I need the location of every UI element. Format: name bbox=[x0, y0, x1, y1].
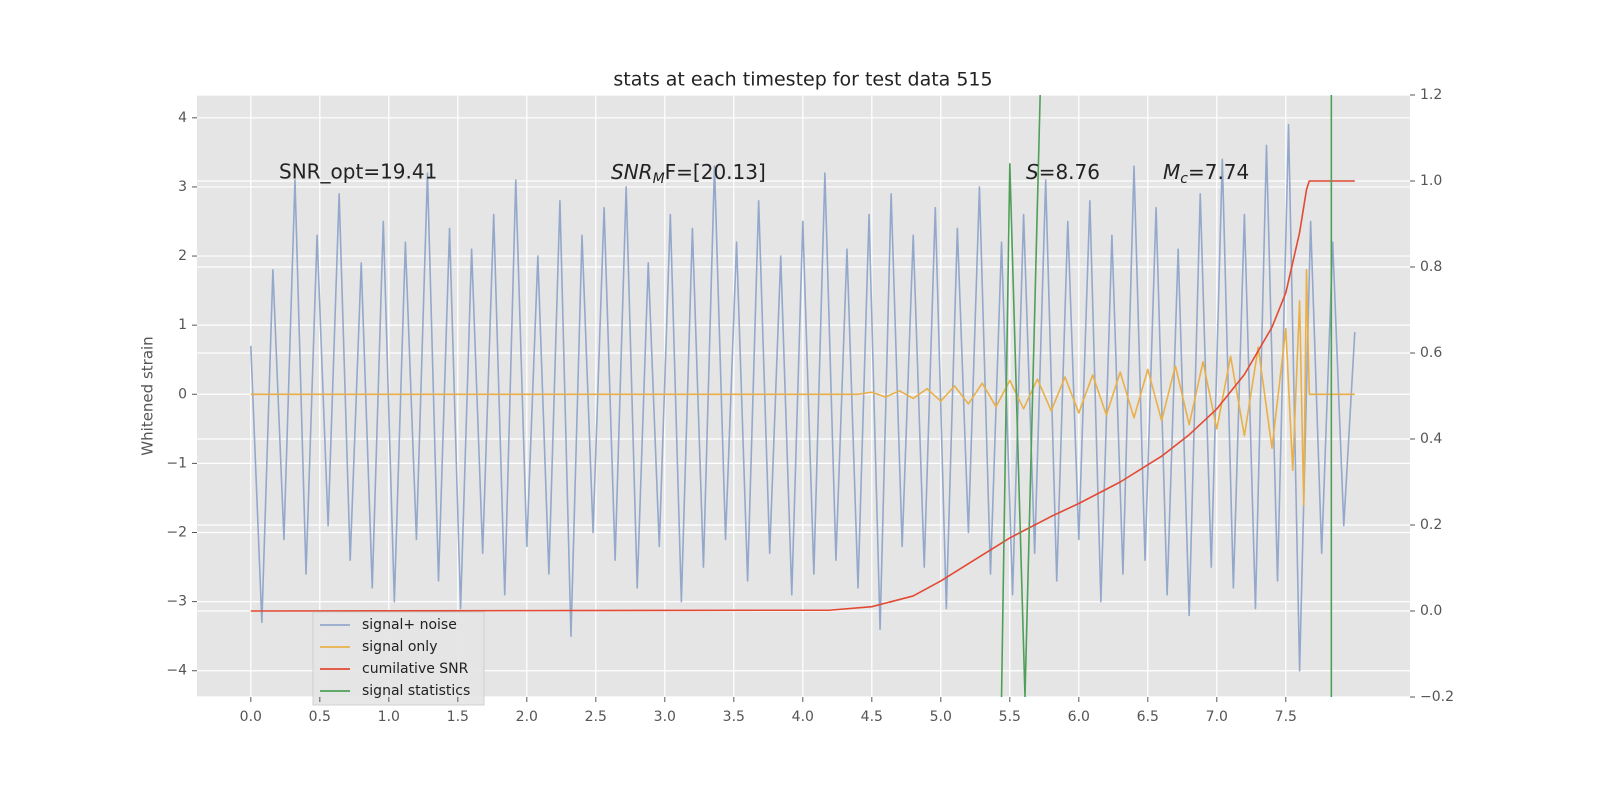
y2-tick-label: −0.2 bbox=[1420, 689, 1454, 705]
y-tick-label: −1 bbox=[166, 455, 187, 471]
y2-tick-label: 0.6 bbox=[1420, 345, 1442, 361]
annotation-subscript: c bbox=[1180, 171, 1188, 187]
x-tick-label: 7.0 bbox=[1206, 709, 1228, 725]
y-tick-label: 3 bbox=[178, 179, 187, 195]
x-tick-label: 3.5 bbox=[723, 709, 745, 725]
x-tick-label: 1.0 bbox=[378, 709, 400, 725]
annotation-part: SNR bbox=[611, 160, 653, 184]
plot-area bbox=[197, 95, 1410, 697]
x-tick-label: 6.0 bbox=[1068, 709, 1090, 725]
x-tick-label: 5.0 bbox=[930, 709, 952, 725]
annotation: SNRMF=[20.13] bbox=[611, 160, 766, 188]
annotation-part: =7.74 bbox=[1188, 160, 1249, 184]
x-tick-label: 6.5 bbox=[1137, 709, 1159, 725]
x-tick-label: 7.5 bbox=[1275, 709, 1297, 725]
y2-tick-label: 0.8 bbox=[1420, 259, 1442, 275]
y-tick-label: 0 bbox=[178, 386, 187, 402]
annotation-subscript: M bbox=[653, 171, 665, 187]
series-line bbox=[250, 180, 1355, 612]
x-tick-label: 2.5 bbox=[585, 709, 607, 725]
series-layer bbox=[250, 95, 1356, 697]
annotation-part: S bbox=[1026, 160, 1039, 184]
x-tick-label: 0.0 bbox=[240, 709, 262, 725]
annotation-part: F=[20.13] bbox=[665, 160, 766, 184]
y-tick-label: −3 bbox=[166, 594, 187, 610]
legend-label: signal statistics bbox=[362, 683, 470, 699]
chart-title: stats at each timestep for test data 515 bbox=[613, 69, 992, 91]
y-tick-label: 1 bbox=[178, 317, 187, 333]
legend-label: cumilative SNR bbox=[362, 661, 469, 677]
x-tick-label: 5.5 bbox=[999, 709, 1021, 725]
x-tick-label: 3.0 bbox=[654, 709, 676, 725]
x-tick-label: 1.5 bbox=[447, 709, 469, 725]
y-tick-label: 4 bbox=[178, 110, 187, 126]
y2-tick-label: 0.0 bbox=[1420, 603, 1442, 619]
annotation: S=8.76 bbox=[1026, 160, 1100, 184]
annotation-part: M bbox=[1163, 160, 1180, 184]
y-tick-label: −4 bbox=[166, 663, 187, 679]
annotation-part: =8.76 bbox=[1039, 160, 1100, 184]
x-tick-label: 4.0 bbox=[792, 709, 814, 725]
series-line bbox=[250, 123, 1356, 672]
x-tick-label: 4.5 bbox=[861, 709, 883, 725]
legend-box bbox=[312, 611, 485, 706]
y2-tick-label: 0.2 bbox=[1420, 517, 1442, 533]
x-tick-label: 0.5 bbox=[309, 709, 331, 725]
y2-tick-label: 0.4 bbox=[1420, 431, 1442, 447]
y2-tick-label: 1.2 bbox=[1420, 87, 1442, 103]
y-tick-label: −2 bbox=[166, 525, 187, 541]
y2-tick-label: 1.0 bbox=[1420, 173, 1442, 189]
y-axis-label: Whitened strain bbox=[139, 336, 157, 455]
series-line bbox=[250, 269, 1355, 506]
legend: signal+ noise signal only cumilative SNR si… bbox=[312, 611, 485, 706]
annotation: SNR_opt=19.41 bbox=[279, 160, 437, 184]
x-tick-label: 2.0 bbox=[516, 709, 538, 725]
legend-label: signal only bbox=[362, 639, 437, 655]
annotation: Mc=7.74 bbox=[1163, 160, 1249, 188]
y-tick-label: 2 bbox=[178, 248, 187, 264]
series-line bbox=[1000, 95, 1333, 697]
legend-label: signal+ noise bbox=[362, 617, 457, 633]
